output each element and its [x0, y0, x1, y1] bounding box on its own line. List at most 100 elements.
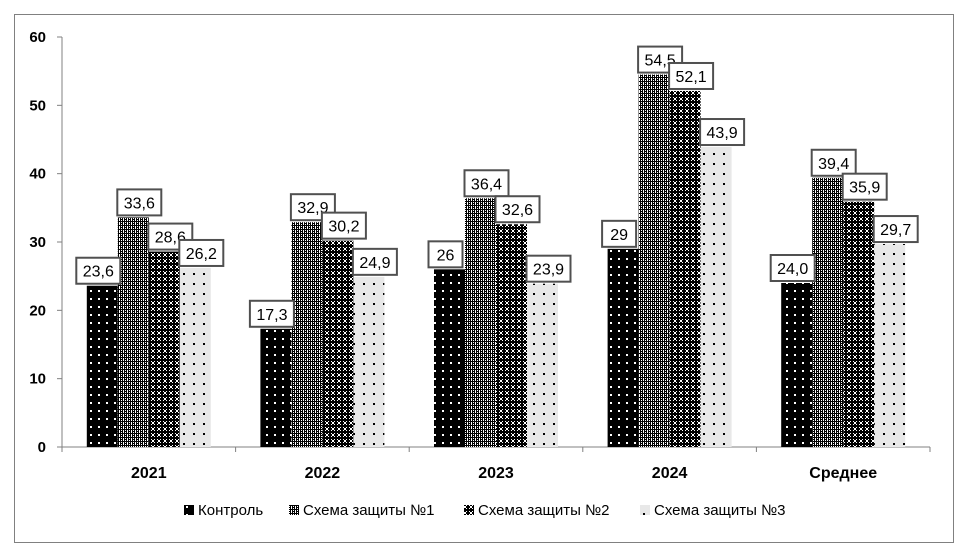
bar-3-2: [322, 240, 354, 447]
data-label-text: 24,9: [359, 255, 390, 272]
bars: [86, 74, 906, 447]
data-label: 29: [601, 219, 638, 248]
bar-3-5: [843, 201, 875, 447]
data-label: 23,6: [75, 256, 122, 285]
x-tick-label: 2024: [652, 465, 688, 482]
legend-label: Схема защиты №3: [654, 502, 786, 519]
y-tick-label: 50: [29, 97, 46, 114]
data-label-text: 32,9: [297, 200, 328, 217]
y-tick-label: 30: [29, 234, 46, 251]
data-label: 24,9: [351, 247, 398, 276]
data-label: 35,9: [841, 172, 888, 201]
data-label-box: [320, 211, 367, 240]
legend-swatch: [640, 505, 650, 515]
data-label-box: [178, 238, 225, 267]
data-label-text: 35,9: [849, 180, 880, 197]
y-tick-label: 20: [29, 302, 46, 319]
data-label-text: 17,3: [256, 307, 287, 324]
data-label-text: 26: [437, 247, 455, 264]
data-label-text: 43,9: [707, 125, 738, 142]
y-tick-label: 40: [29, 166, 46, 183]
bar-4-3: [527, 283, 558, 447]
data-label-box: [75, 256, 122, 285]
data-label-text: 54,5: [645, 53, 676, 70]
bar-2-3: [465, 198, 496, 447]
bar-1-3: [434, 269, 465, 447]
legend-swatch: [184, 505, 194, 515]
data-label-text: 26,2: [186, 246, 217, 263]
data-label-box: [494, 195, 541, 224]
data-label: 17,3: [248, 299, 295, 328]
data-label-box: [601, 219, 638, 248]
legend-swatch: [289, 505, 299, 515]
data-label: 43,9: [699, 118, 746, 147]
data-label: 30,2: [320, 211, 367, 240]
bar-3-3: [496, 224, 527, 447]
data-label: 26: [427, 240, 464, 269]
bar-4-2: [353, 276, 385, 447]
bar-2-5: [812, 177, 844, 447]
data-label-text: 23,6: [83, 264, 114, 281]
bar-1-5: [781, 283, 813, 447]
data-label: 24,0: [769, 254, 816, 282]
data-label-box: [668, 61, 715, 90]
legend-item: Контроль: [184, 502, 263, 519]
bar-3-4: [669, 90, 701, 447]
data-label-text: 32,6: [502, 202, 533, 219]
data-label-box: [699, 118, 746, 147]
data-label-text: 52,1: [676, 69, 707, 86]
data-label-text: 39,4: [818, 156, 849, 173]
data-label-box: [525, 254, 572, 283]
x-tick-label: Среднее: [809, 465, 877, 482]
data-label: 33,6: [116, 188, 163, 217]
data-label-text: 23,9: [533, 262, 564, 279]
legend: Контроль Схема защиты №1 Схема защиты №2 Сх…: [184, 502, 786, 519]
data-label-text: 30,2: [328, 219, 359, 236]
data-label-box: [116, 188, 163, 217]
legend-item: Схема защиты №1: [289, 502, 435, 519]
bar-3-1: [148, 251, 180, 447]
legend-label: Схема защиты №1: [303, 502, 435, 519]
data-label: 28,6: [147, 222, 194, 251]
bar-4-1: [179, 267, 211, 447]
x-tick-label: 2022: [305, 465, 341, 482]
bar-1-2: [260, 328, 292, 447]
axes: 0 10 20 30 40 50 60 2021 2022 2023 2024 Среднее: [29, 29, 931, 482]
data-label-box: [248, 299, 295, 328]
data-label: 26,2: [178, 238, 225, 267]
legend-item: Схема защиты №3: [640, 502, 786, 519]
data-label-box: [427, 240, 464, 269]
data-label-text: 36,4: [471, 176, 502, 193]
data-label-box: [351, 247, 398, 276]
bar-4-5: [874, 244, 906, 447]
y-tick-label: 60: [29, 29, 46, 46]
bar-2-1: [117, 217, 149, 447]
legend-label: Схема защиты №2: [478, 502, 610, 519]
bar-2-4: [638, 74, 670, 447]
data-label: 36,4: [463, 169, 510, 198]
data-label: 39,4: [810, 148, 857, 177]
legend-swatch: [464, 505, 474, 515]
bar-2-2: [291, 222, 323, 447]
data-label-text: 28,6: [155, 230, 186, 247]
x-tick-label: 2023: [478, 465, 514, 482]
data-label: 23,9: [525, 254, 572, 283]
data-label-box: [463, 169, 510, 198]
bar-4-4: [700, 147, 732, 447]
data-label-box: [810, 148, 857, 177]
data-label-text: 33,6: [124, 195, 155, 212]
data-label-text: 29,7: [880, 222, 911, 239]
x-tick-label: 2021: [131, 465, 167, 482]
data-labels: 23,6 17,3 26 29 24,0 33,6 32,9 36,4 54,5 39,4 28,6…: [75, 45, 919, 328]
data-label-box: [769, 254, 816, 282]
bar-1-4: [607, 248, 639, 447]
data-label: 52,1: [668, 61, 715, 90]
data-label: 32,6: [494, 195, 541, 224]
legend-label: Контроль: [198, 502, 263, 519]
data-label: 29,7: [872, 215, 919, 244]
data-label-text: 29: [610, 227, 628, 244]
bar-1-1: [86, 285, 118, 447]
data-label-box: [872, 215, 919, 244]
data-label-text: 24,0: [777, 261, 808, 278]
